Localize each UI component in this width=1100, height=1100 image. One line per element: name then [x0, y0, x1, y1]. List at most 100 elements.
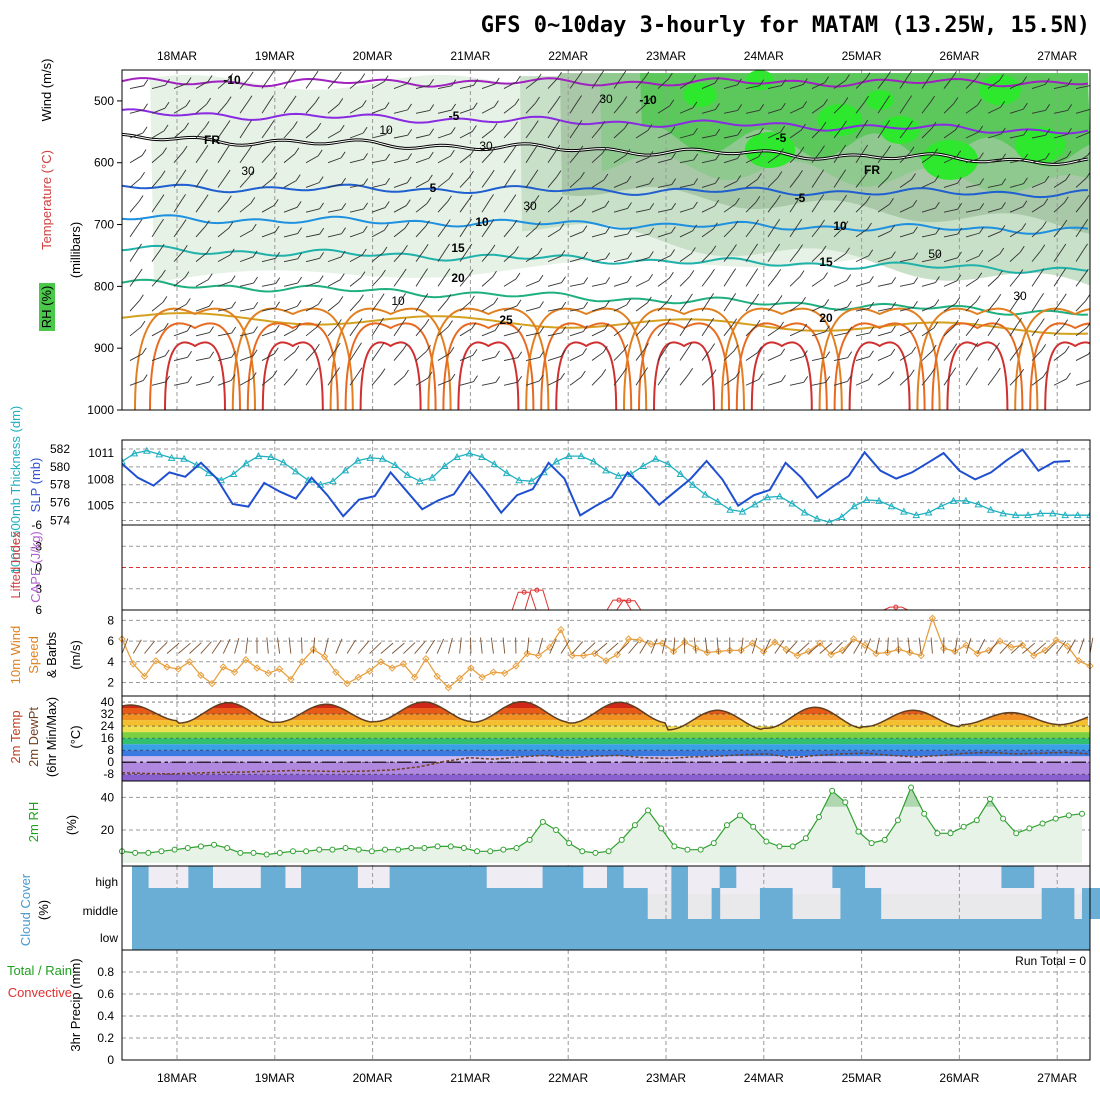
- wind-barb: [129, 225, 139, 238]
- wind-barb-flag: [184, 271, 190, 278]
- wind-barb: [503, 305, 518, 312]
- wind-barb-flag: [715, 153, 721, 160]
- cloud-middle-bar: [365, 888, 375, 919]
- wind-barb: [217, 175, 227, 188]
- wind10m-speed-label: Speed: [26, 636, 41, 674]
- wind-barb: [195, 175, 204, 188]
- isotherm-line: [122, 183, 1089, 199]
- wind-barb-flag: [802, 101, 808, 108]
- cloud-high-bar: [405, 866, 415, 888]
- wind-barb-flag: [845, 247, 850, 254]
- isotherm-label: -10: [639, 93, 657, 107]
- thickness-point: [924, 508, 933, 516]
- wind-barb-flag: [803, 350, 808, 357]
- wind-barb-10m: [628, 640, 640, 654]
- wind-barb: [305, 373, 315, 386]
- wind-barb-flag: [930, 95, 935, 103]
- wind-barb-flag: [1063, 196, 1069, 203]
- rh-core-95: [683, 83, 717, 107]
- wind-speed-point: [714, 647, 723, 656]
- wind-barb: [283, 328, 297, 337]
- cloud-middle-bar: [236, 888, 246, 919]
- thickness-point: [329, 477, 337, 485]
- cloud-high-bar: [671, 866, 680, 888]
- cloud-middle-bar: [164, 888, 173, 919]
- wind-barb-flag: [225, 120, 231, 127]
- wind-barb-flag: [360, 271, 366, 278]
- cloud-middle-bar: [767, 888, 777, 919]
- wind-barb-flag: [317, 298, 323, 305]
- wind-barb: [239, 332, 254, 337]
- wind-barb: [1009, 299, 1019, 312]
- wind-barb-10m: [673, 637, 676, 654]
- wind-barb-flag: [868, 249, 874, 257]
- wind-speed-point: [658, 639, 666, 647]
- wind-barb: [1053, 156, 1068, 164]
- wind-barb-flag: [226, 96, 232, 103]
- wind-barb-flag: [979, 178, 985, 185]
- wind-barb: [965, 232, 980, 238]
- temp-tick-label: 32: [101, 707, 115, 721]
- wind-speed-point: [320, 652, 329, 661]
- cloud-high-bar: [333, 866, 342, 888]
- wind10m-unit-label: (m/s): [68, 640, 83, 670]
- wind-barb-flag: [406, 77, 412, 84]
- rh-point: [211, 841, 218, 848]
- wind-barb: [305, 208, 320, 213]
- wind-barb-flag: [229, 248, 235, 256]
- rh-band-90: [640, 73, 1090, 167]
- wind-barb-flag: [602, 346, 608, 353]
- wind-barb-flag: [555, 119, 560, 127]
- wind-barb-10m: [740, 637, 744, 654]
- wind-speed-point: [636, 636, 644, 644]
- wind-barb: [1031, 204, 1045, 213]
- cloud-middle-label: middle: [83, 904, 119, 918]
- wind-barb: [789, 200, 799, 213]
- day-label-top: 24MAR: [744, 49, 784, 63]
- wind-barb-10m: [144, 640, 155, 654]
- wind-barb: [1053, 85, 1068, 89]
- wind-barb-flag: [825, 325, 830, 333]
- wind-speed-point: [951, 647, 959, 656]
- wind-barb-flag: [687, 342, 693, 350]
- day-label-bottom: 22MAR: [548, 1071, 588, 1085]
- wind-barb: [415, 203, 428, 213]
- wind-barb-flag: [995, 367, 1001, 375]
- ua-ytick-label: 700: [94, 218, 114, 232]
- wind-barb-flag: [907, 95, 913, 102]
- wind-barb: [855, 356, 870, 361]
- wind-barb-flag: [780, 125, 786, 133]
- isotherm-lobe: [1044, 341, 1090, 410]
- wind-barb: [745, 325, 757, 337]
- wind-barb-flag: [555, 95, 561, 103]
- wind-barb: [415, 84, 430, 89]
- wind-barb-flag: [472, 349, 478, 356]
- wind-barb: [525, 380, 540, 386]
- wind-barb: [239, 378, 253, 386]
- wind-barb: [591, 232, 606, 238]
- wind-barb-flag: [380, 368, 386, 375]
- wind-barb: [349, 184, 364, 188]
- wind-barb-10m: [369, 642, 382, 654]
- rh-shading-layer: [150, 70, 1090, 286]
- rh-point: [132, 849, 139, 856]
- wind-barb-flag: [270, 146, 276, 153]
- wind-barb-10m: [819, 642, 833, 654]
- wind-barb: [173, 330, 188, 337]
- wind-barb: [745, 201, 757, 213]
- wind-barb-10m: [132, 639, 142, 654]
- rh-point: [684, 846, 691, 853]
- cloud-middle-bar: [244, 888, 254, 919]
- cloud-high-bar: [606, 866, 616, 888]
- li-spike: [606, 599, 632, 611]
- thickness-point: [254, 452, 263, 460]
- wind-barb: [195, 252, 208, 262]
- wind-barb: [811, 225, 821, 238]
- wind-barb: [943, 325, 955, 337]
- wind-barb-flag: [1022, 200, 1028, 207]
- wind-barb-flag: [407, 128, 413, 136]
- cloud-high-bar: [454, 866, 463, 888]
- wind-barb: [1031, 250, 1042, 262]
- wind-barb: [393, 324, 403, 337]
- wind-barb-flag: [645, 319, 651, 327]
